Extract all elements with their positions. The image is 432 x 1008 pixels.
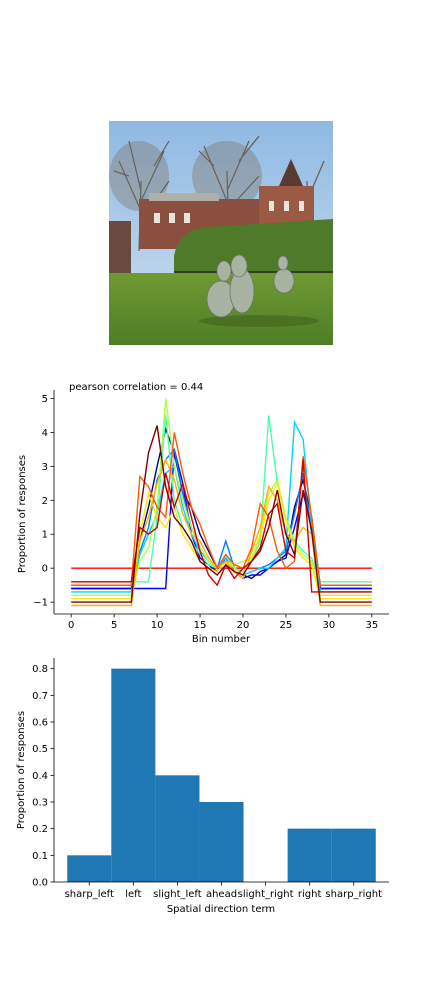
y-axis-label: Proportion of responses — [17, 455, 28, 573]
garden-sculpture-photo — [109, 121, 333, 345]
x-tick-label: 25 — [280, 620, 293, 631]
axes: sharp_left left slight_left ahead slight_rig… — [32, 658, 389, 900]
bar-sharp_right — [331, 828, 376, 882]
x-axis-label: Spatial direction term — [167, 904, 275, 915]
y-tick-label: 0.4 — [32, 771, 48, 782]
y-tick-label: 2 — [42, 496, 48, 507]
x-tick-label: 35 — [365, 620, 378, 631]
y-tick-label: 0.8 — [32, 664, 48, 675]
y-axis-label: Proportion of responses — [16, 711, 27, 829]
x-tick-label: ahead — [206, 889, 237, 900]
y-tick-label: 0.0 — [32, 878, 48, 889]
y-tick-label: 3 — [42, 462, 48, 473]
x-tick-label: slight_right — [238, 889, 294, 900]
x-tick-label: right — [298, 889, 322, 900]
bar-sharp_left — [67, 855, 112, 882]
bar-ahead — [199, 802, 244, 882]
x-tick-label: 15 — [194, 620, 207, 631]
chart-title: pearson correlation = 0.44 — [69, 382, 203, 393]
x-tick-label: 20 — [237, 620, 250, 631]
x-tick-label: left — [125, 889, 141, 900]
y-tick-label: 0.5 — [32, 744, 48, 755]
axes: 0 5 10 15 20 25 30 35 −1 0 1 2 3 4 5 — [33, 390, 389, 631]
bar-slight_left — [155, 775, 200, 882]
y-tick-label: 1 — [42, 530, 48, 541]
y-tick-label: 0.2 — [32, 824, 48, 835]
bar-right — [287, 828, 332, 882]
line-chart: pearson correlation = 0.44 0 5 10 15 20 25 30 3… — [17, 382, 389, 645]
x-axis-label: Bin number — [192, 634, 251, 645]
y-tick-label: −1 — [33, 598, 48, 609]
y-tick-label: 0.1 — [32, 851, 48, 862]
bar-left — [111, 668, 156, 882]
y-tick-label: 0.7 — [32, 691, 48, 702]
x-tick-label: slight_left — [153, 889, 202, 900]
x-tick-label: 30 — [323, 620, 336, 631]
x-tick-label: 0 — [68, 620, 74, 631]
bar-chart: sharp_left left slight_left ahead slight_rig… — [16, 658, 389, 915]
series-line-9 — [71, 432, 372, 586]
x-tick-label: sharp_right — [325, 889, 382, 900]
y-tick-label: 5 — [42, 394, 48, 405]
x-tick-label: 5 — [111, 620, 117, 631]
y-tick-label: 0 — [42, 564, 48, 575]
x-tick-label: sharp_left — [65, 889, 114, 900]
y-tick-label: 4 — [42, 428, 48, 439]
series-line-7 — [71, 481, 372, 600]
x-tick-label: 10 — [151, 620, 164, 631]
series-line-11 — [71, 425, 372, 603]
y-tick-label: 0.3 — [32, 798, 48, 809]
series-line-10 — [71, 459, 372, 593]
y-tick-label: 0.6 — [32, 718, 48, 729]
series-line-8 — [71, 457, 372, 607]
